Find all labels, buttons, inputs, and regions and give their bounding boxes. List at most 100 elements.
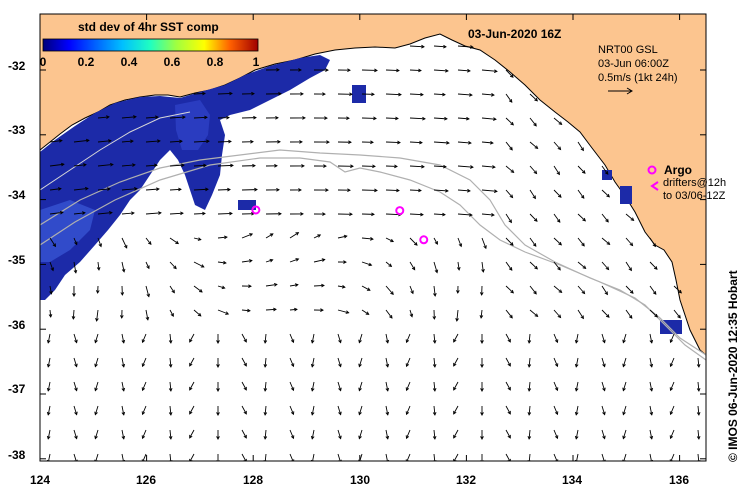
current-arrow xyxy=(453,405,459,415)
current-arrow-head xyxy=(300,212,304,216)
current-arrow xyxy=(457,69,470,72)
current-arrow-head xyxy=(469,213,473,217)
current-arrow xyxy=(217,285,225,289)
current-arrow xyxy=(385,189,400,192)
current-arrow-head xyxy=(554,387,559,392)
current-arrow xyxy=(385,429,389,439)
current-arrow xyxy=(193,212,206,215)
current-arrow-head xyxy=(370,237,374,241)
current-arrow xyxy=(553,117,562,125)
current-arrow xyxy=(169,381,172,391)
current-arrow-head xyxy=(678,289,683,294)
current-arrow xyxy=(73,453,77,461)
current-arrow-head xyxy=(179,139,183,144)
current-arrow-head xyxy=(350,164,354,169)
current-arrow-head xyxy=(446,141,450,145)
x-tick-label: 130 xyxy=(350,473,370,487)
current-arrow xyxy=(529,117,537,127)
current-arrow-head xyxy=(533,122,537,127)
drifter-track-icon xyxy=(650,181,659,191)
current-arrow-head xyxy=(74,435,78,440)
current-arrow xyxy=(361,237,373,240)
current-arrow xyxy=(529,285,537,295)
current-arrow xyxy=(311,429,315,439)
current-arrow xyxy=(649,333,653,343)
current-arrow-head xyxy=(470,165,474,169)
current-arrow xyxy=(121,453,124,461)
current-arrow xyxy=(649,405,653,415)
current-arrow xyxy=(385,453,388,461)
current-arrow-head xyxy=(71,316,76,320)
current-arrow-head xyxy=(604,291,608,296)
current-arrow-head xyxy=(396,68,400,73)
current-arrow xyxy=(673,309,681,319)
current-arrow-head xyxy=(290,459,295,461)
current-arrow xyxy=(553,141,561,150)
current-arrow-head xyxy=(263,388,268,392)
current-arrow-head xyxy=(94,435,98,440)
current-arrow xyxy=(409,69,422,72)
current-arrow-head xyxy=(274,164,278,168)
current-arrow-head xyxy=(669,459,674,461)
current-arrow xyxy=(505,429,511,439)
current-arrow-head xyxy=(171,289,175,294)
current-arrow xyxy=(433,261,438,273)
current-arrow-head xyxy=(445,188,449,193)
current-arrow xyxy=(73,261,77,273)
y-tick-label: -32 xyxy=(8,59,26,73)
current-arrow-head xyxy=(455,317,459,322)
current-arrow xyxy=(528,405,531,415)
argo-float-marker xyxy=(251,205,261,215)
current-arrow xyxy=(529,309,538,317)
current-arrow-head xyxy=(224,235,228,240)
current-arrow xyxy=(169,333,172,343)
current-arrow xyxy=(649,237,656,247)
current-arrow xyxy=(601,453,605,461)
current-arrow xyxy=(94,357,99,367)
current-arrow xyxy=(193,140,210,143)
current-arrow-head xyxy=(132,163,136,167)
current-arrow xyxy=(409,141,423,144)
current-arrow-head xyxy=(121,268,126,273)
current-arrow-head xyxy=(119,315,124,319)
current-arrow xyxy=(337,235,347,239)
current-arrow xyxy=(601,333,606,343)
current-arrow xyxy=(601,381,606,391)
current-arrow-head xyxy=(527,412,532,416)
current-arrow xyxy=(264,333,267,343)
current-arrow-head xyxy=(197,237,202,241)
current-arrow xyxy=(241,381,247,391)
current-arrow-head xyxy=(229,91,233,96)
current-arrow xyxy=(670,357,675,367)
current-arrow xyxy=(142,429,147,439)
current-arrow-head xyxy=(302,116,306,120)
current-arrow xyxy=(433,381,436,391)
current-arrow xyxy=(553,261,561,271)
current-arrow-head xyxy=(405,387,410,392)
current-arrow-head xyxy=(58,138,63,143)
current-arrow xyxy=(72,309,75,320)
current-arrow-head xyxy=(109,162,114,167)
current-arrow-head xyxy=(533,170,538,175)
current-arrow xyxy=(453,333,459,343)
current-arrow xyxy=(337,405,342,415)
current-arrow xyxy=(670,429,675,439)
current-arrow xyxy=(553,405,558,415)
current-arrow xyxy=(553,285,562,293)
current-arrow-head xyxy=(299,140,303,144)
current-arrow-head xyxy=(249,233,254,237)
current-arrow xyxy=(189,357,195,367)
current-arrow-head xyxy=(556,219,561,223)
current-arrow-head xyxy=(198,289,203,293)
current-arrow-head xyxy=(346,116,350,120)
current-arrow-head xyxy=(443,164,447,169)
current-arrow xyxy=(289,284,298,287)
current-arrow-head xyxy=(121,435,126,440)
current-arrow-head xyxy=(508,99,513,103)
current-arrow-head xyxy=(326,140,330,144)
y-tick-label: -36 xyxy=(8,318,26,332)
current-arrow xyxy=(529,261,538,270)
current-arrow-head xyxy=(453,386,457,391)
current-arrow xyxy=(433,285,436,296)
current-arrow xyxy=(385,261,392,267)
